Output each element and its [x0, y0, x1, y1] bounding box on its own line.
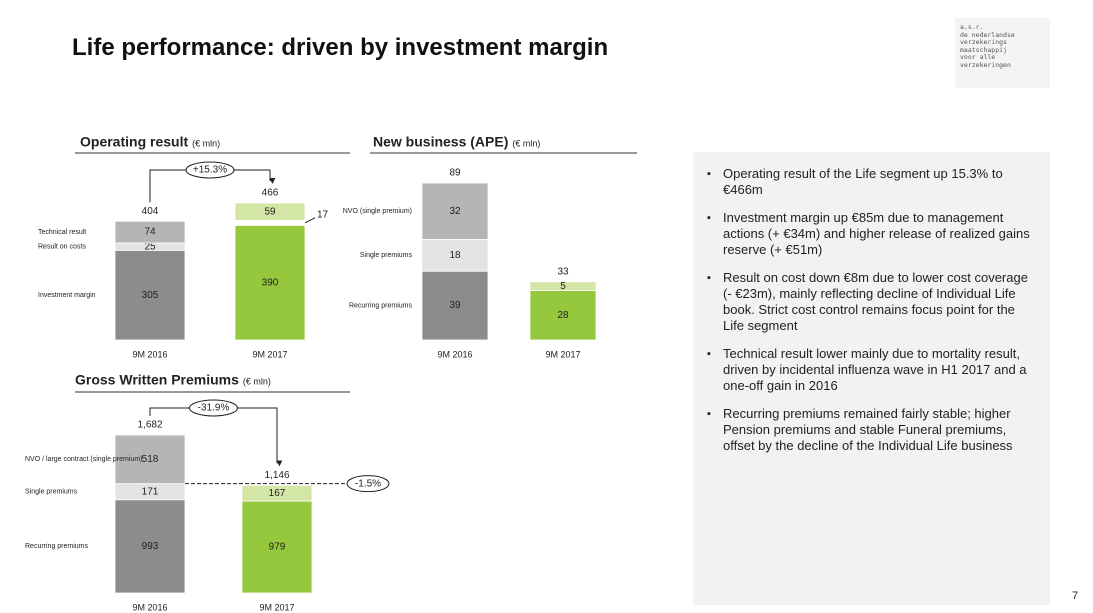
value-label: 32	[449, 206, 461, 217]
value-label: 74	[144, 227, 156, 238]
x-tick-label: 9M 2017	[259, 602, 294, 612]
leader-line	[304, 217, 316, 224]
total-label: 466	[262, 188, 279, 199]
total-label: 1,682	[137, 420, 162, 431]
bullet: Technical result lower mainly due to mor…	[707, 346, 1030, 394]
bar-segment	[234, 202, 306, 221]
value-label: 25	[144, 241, 156, 252]
value-label: 18	[449, 250, 461, 261]
series-label: Single premiums	[360, 252, 413, 259]
chart-unit: (€ mln)	[243, 376, 271, 386]
value-label: 518	[142, 454, 159, 465]
value-label: 167	[269, 488, 286, 499]
growth-bubble	[185, 161, 235, 179]
x-tick-label: 9M 2016	[132, 602, 167, 612]
series-label: Result on costs	[38, 244, 86, 251]
growth-bubble	[189, 399, 238, 417]
logo-line: verzekeringen	[960, 60, 1011, 69]
series-label: Recurring premiums	[25, 543, 89, 550]
value-label: 171	[142, 486, 159, 497]
logo-line: a.s.r.	[960, 23, 984, 31]
x-tick-label: 9M 2016	[132, 349, 167, 359]
logo-line: voor alle	[960, 53, 996, 61]
bar-segment	[421, 270, 489, 341]
series-label: NVO / large contract (single premium)	[25, 456, 142, 463]
bar-segment	[421, 182, 489, 240]
bar-segment	[114, 220, 186, 244]
logo-line: de nederlandse	[960, 30, 1015, 39]
charts: Operating result (€ mln) 9M 2016 9M 2017 305…	[25, 134, 637, 612]
logo-line: verzekerings	[960, 38, 1007, 46]
value-label: 59	[264, 206, 276, 217]
chart-title: New business (APE)	[373, 134, 508, 150]
series-label: Recurring premiums	[349, 302, 413, 309]
slide-title: Life performance: driven by investment m…	[72, 34, 609, 61]
total-label: 33	[557, 266, 569, 277]
value-label: 390	[262, 277, 279, 288]
x-tick-label: 9M 2017	[545, 349, 580, 359]
bar-segment	[114, 249, 186, 341]
bar-segment	[241, 500, 313, 594]
growth-label: +15.3%	[193, 165, 227, 176]
series-label: Single premiums	[25, 489, 78, 496]
chart-unit: (€ mln)	[192, 138, 220, 148]
bullet: Operating result of the Life segment up …	[707, 166, 1030, 198]
value-label: 979	[269, 542, 286, 553]
bullet-list: Operating result of the Life segment up …	[707, 166, 1030, 454]
bar-segment	[114, 434, 186, 485]
value-label: 28	[557, 310, 569, 321]
bullet-panel: Operating result of the Life segment up …	[693, 152, 1050, 605]
bar-segment	[529, 281, 597, 292]
value-label: 993	[142, 541, 159, 552]
value-label: 17	[317, 209, 329, 220]
x-tick-label: 9M 2017	[252, 349, 287, 359]
change-bubble	[346, 475, 390, 493]
x-tick-label: 9M 2016	[437, 349, 472, 359]
bar-segment	[234, 219, 306, 226]
bar-segment	[421, 239, 489, 272]
chart-title: Operating result	[80, 134, 188, 150]
bullet: Recurring premiums remained fairly stabl…	[707, 406, 1030, 454]
total-label: 404	[142, 206, 159, 217]
growth-label: -31.9%	[198, 403, 230, 414]
bar-segment	[114, 499, 186, 594]
total-label: 1,146	[264, 470, 289, 481]
value-label: 5	[560, 281, 566, 292]
series-label: Technical result	[38, 229, 86, 236]
series-label: NVO (single premium)	[343, 208, 412, 215]
logo: a.s.r. de nederlandse verzekerings maatscha…	[955, 18, 1050, 88]
change-label: -1.5%	[355, 478, 381, 489]
bar-segment	[529, 290, 597, 341]
series-label: Investment margin	[38, 292, 96, 299]
total-label: 89	[449, 168, 461, 179]
bullet: Result on cost down €8m due to lower cos…	[707, 270, 1030, 334]
page-number: 7	[1072, 590, 1079, 602]
logo-line: maatschappij	[960, 45, 1007, 54]
value-label: 305	[142, 290, 159, 301]
bullet: Investment margin up €85m due to managem…	[707, 210, 1030, 258]
chart-title: Gross Written Premiums	[75, 372, 239, 388]
chart-unit: (€ mln)	[512, 138, 540, 148]
value-label: 39	[449, 300, 461, 311]
bar-segment	[241, 484, 313, 502]
